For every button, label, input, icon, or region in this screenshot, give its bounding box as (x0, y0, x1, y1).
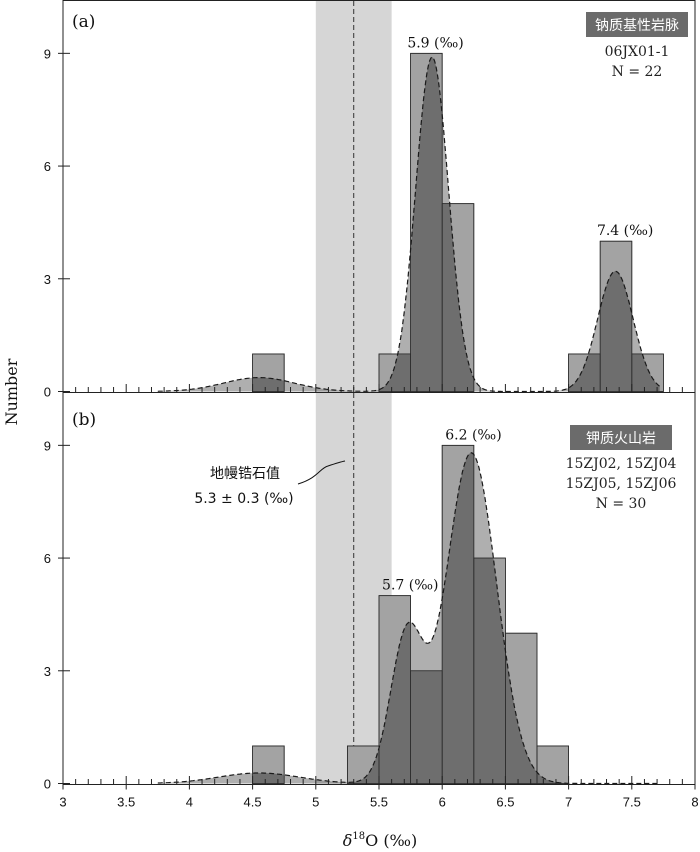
panel-a-peak-label-1: 5.9 (‰) (407, 35, 463, 51)
x-tick-label-3: 4.5 (244, 795, 262, 810)
y-tick-label-a-3: 9 (44, 46, 51, 61)
panel-a-badge: 钠质基性岩脉 (586, 12, 688, 37)
y-tick-label-b-3: 9 (44, 438, 51, 453)
y-tick-label-a-2: 6 (44, 159, 51, 174)
x-axis-title: δ18O (‰) (343, 831, 418, 850)
x-tick-label-8: 7 (565, 795, 572, 810)
kde-curve-b (157, 452, 660, 785)
panel-a-sample-id: 06JX01-1 (605, 44, 670, 60)
x-axis-title-rest: O (‰) (365, 831, 417, 850)
histogram-bar-outline-a-3 (441, 203, 475, 392)
panel-b-sample-ids-2: 15ZJ05, 15ZJ06 (566, 476, 677, 492)
x-axis-title-delta: δ (343, 831, 353, 850)
panel-a-badge-text: 钠质基性岩脉 (595, 17, 679, 34)
x-tick-label-2: 4 (186, 795, 193, 810)
panel-a-badge-bg (586, 12, 688, 37)
panel-a-sample-count: N = 22 (612, 64, 663, 80)
panel-a-peak-label-2: 7.4 (‰) (597, 223, 653, 239)
histogram-bar-outline-a-5 (599, 240, 633, 392)
x-tick-label-10: 8 (691, 795, 698, 810)
kde-curve-a (157, 56, 660, 393)
histogram-bar-outline-a-6 (631, 353, 664, 392)
kde-area-overlap-b (252, 452, 569, 784)
panel-b-label: (b) (72, 410, 96, 430)
x-tick-label-7: 6.5 (496, 795, 514, 810)
histogram-bar-outline-b-0 (252, 745, 285, 784)
panel-b-badge-text: 钾质火山岩 (586, 431, 656, 447)
panel-b-sample-count: N = 30 (596, 496, 647, 512)
x-tick-label-0: 3 (59, 795, 66, 810)
panel-b-badge: 钾质火山岩 (570, 425, 672, 450)
mantle-zircon-value: 5.3 ± 0.3 (‰) (194, 491, 293, 507)
mantle-zircon-label: 地幔锆石值 (210, 466, 280, 482)
y-tick-label-b-2: 6 (44, 551, 51, 566)
x-tick-label-9: 7.5 (623, 795, 641, 810)
panel-a-label: (a) (72, 12, 95, 32)
x-tick-label-1: 3.5 (117, 795, 135, 810)
kde-area-a (157, 57, 660, 392)
histogram-bar-outline-b-7 (536, 745, 570, 784)
y-tick-label-a-0: 0 (44, 385, 51, 400)
mantle-leader-line (297, 460, 346, 485)
x-tick-label-4: 5 (312, 795, 319, 810)
x-axis-title-sup: 18 (352, 831, 365, 842)
y-tick-label-b-0: 0 (44, 777, 51, 792)
y-tick-label-a-1: 3 (44, 272, 51, 287)
panel-b-peak-label-1: 5.7 (‰) (382, 578, 438, 594)
panel-a: (a) 钠质基性岩脉 06JX01-1 N = 22 5.9 (‰) 7.4 (… (58, 0, 696, 393)
panel-b-badge-bg (570, 425, 672, 450)
y-axis-title: Number (2, 358, 21, 425)
x-tick-label-5: 5.5 (370, 795, 388, 810)
y-tick-label-b-1: 3 (44, 664, 51, 679)
histogram-bar-outline-a-0 (252, 353, 285, 392)
histogram-bar-outline-b-6 (504, 632, 538, 784)
x-tick-label-6: 6 (439, 795, 446, 810)
panel-b-sample-ids-1: 15ZJ02, 15ZJ04 (566, 456, 677, 472)
panel-b: (b) 钾质火山岩 15ZJ02, 15ZJ04 15ZJ05, 15ZJ06 … (58, 392, 696, 785)
panel-b-peak-label-2: 6.2 (‰) (445, 427, 501, 443)
